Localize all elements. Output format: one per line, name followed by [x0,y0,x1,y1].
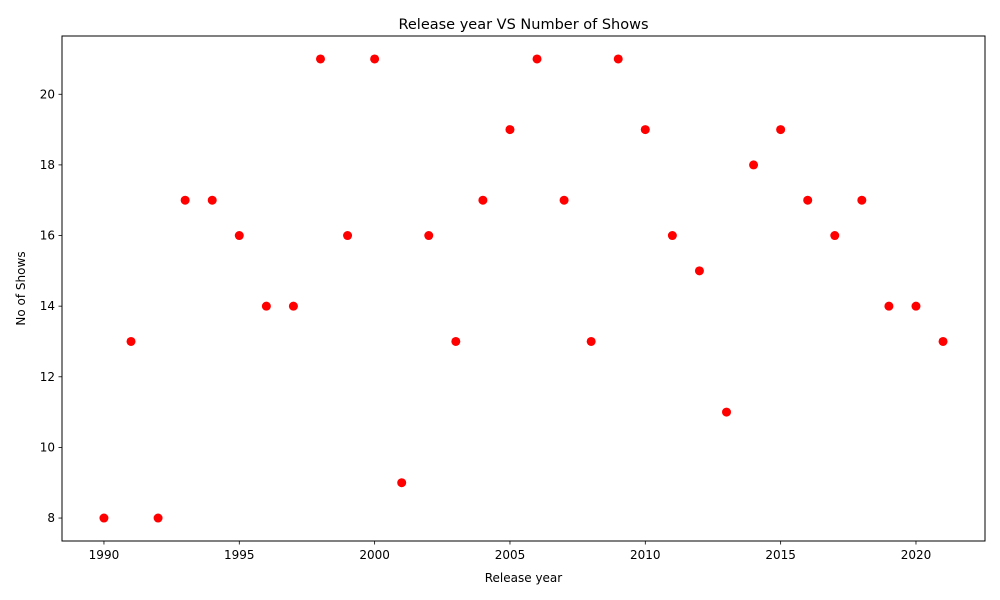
data-point [559,195,569,205]
x-tick-label: 2015 [765,548,796,562]
data-point [370,54,380,64]
y-tick-label: 12 [40,370,55,384]
data-point [667,231,677,241]
data-point [126,336,136,346]
data-point [613,54,623,64]
data-point [803,195,813,205]
x-tick-label: 1990 [89,548,120,562]
x-tick-label: 2000 [359,548,390,562]
data-point [749,160,759,170]
data-point [153,513,163,523]
y-tick-label: 16 [40,229,55,243]
data-point [261,301,271,311]
x-tick-label: 2020 [901,548,932,562]
data-point [343,231,353,241]
data-point [532,54,542,64]
x-tick-label: 2005 [495,548,526,562]
data-point [207,195,217,205]
data-point [424,231,434,241]
data-point [830,231,840,241]
data-point [397,478,407,488]
data-point [315,54,325,64]
x-axis-ticks: 1990 1995 2000 2005 2010 2015 2020 [89,541,932,562]
data-point [478,195,488,205]
chart-title: Release year VS Number of Shows [398,17,648,33]
y-tick-label: 8 [47,511,55,525]
x-axis-label: Release year [485,571,563,585]
data-point [180,195,190,205]
data-point [451,336,461,346]
data-point [776,125,786,135]
plot-area-frame [61,35,986,542]
y-tick-label: 20 [40,87,55,101]
data-point [694,266,704,276]
data-point [911,301,921,311]
data-point [938,336,948,346]
x-tick-label: 1995 [224,548,255,562]
x-tick-label: 2010 [630,548,661,562]
data-point [586,336,596,346]
data-point [722,407,732,417]
data-point [884,301,894,311]
data-points [99,54,948,523]
y-tick-label: 10 [40,440,55,454]
data-point [505,125,515,135]
y-axis-label: No of Shows [14,251,28,325]
y-tick-label: 14 [40,299,55,313]
y-tick-label: 18 [40,158,55,172]
data-point [288,301,298,311]
y-axis-ticks: 8 10 12 14 16 18 20 [40,87,62,525]
data-point [99,513,109,523]
data-point [234,231,244,241]
data-point [640,125,650,135]
data-point [857,195,867,205]
